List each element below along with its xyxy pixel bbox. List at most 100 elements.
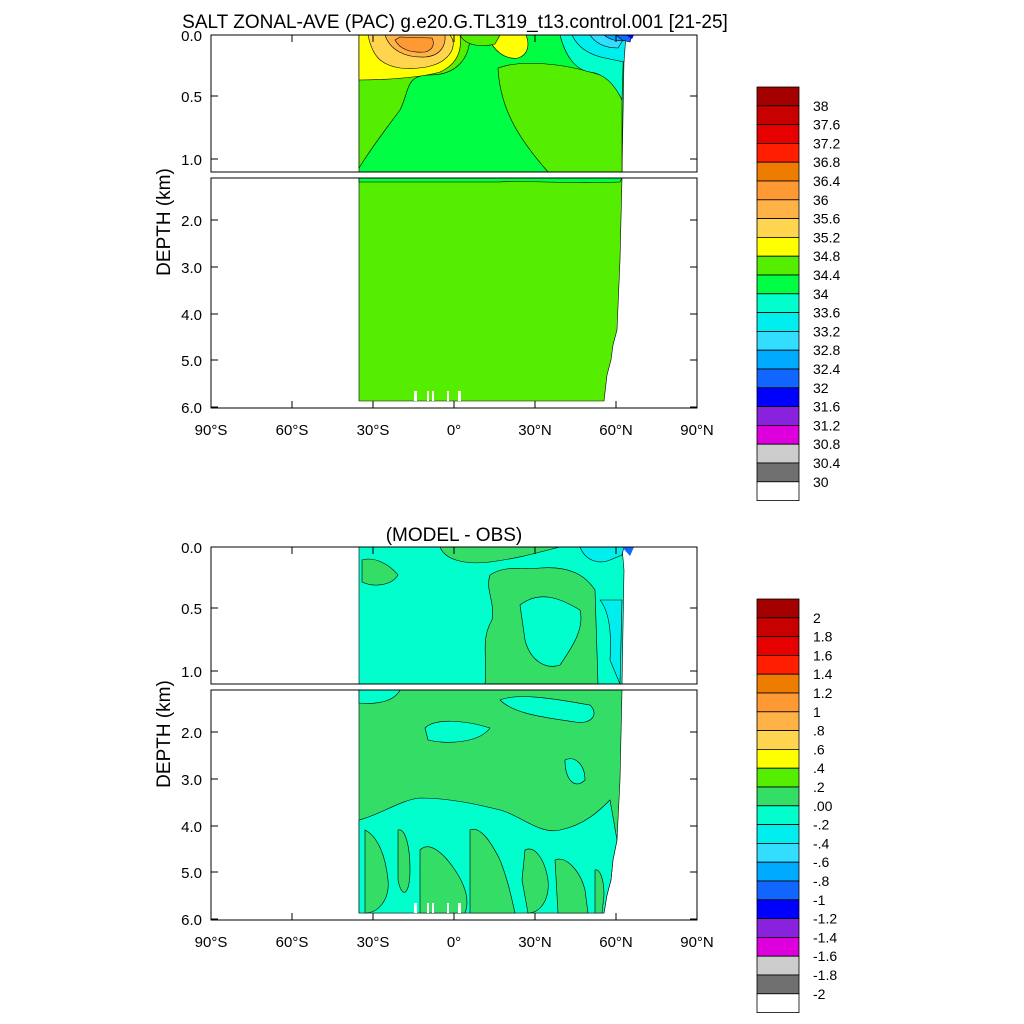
y-tick-label: 4.0 [181,307,202,324]
colorbar-swatch [756,598,800,619]
x-tick-label: 30°N [518,422,552,439]
colorbar-swatch [756,824,800,844]
colorbar-swatch [756,368,800,389]
x-tick-label: 30°S [357,934,390,951]
y-tick-label: 0.5 [181,601,202,618]
colorbar-swatch [756,462,800,483]
colorbar-swatch [756,655,800,675]
x-tick-label: 90°N [680,934,714,951]
colorbar-swatch [756,993,800,1013]
x-tick-label: 0° [447,934,461,951]
colorbar-level-label: .8 [813,723,825,739]
colorbar-swatch [756,786,800,807]
colorbar-level-label: 33.6 [813,305,840,321]
y-tick-label: 2.0 [181,213,202,230]
y-tick-label: 0.0 [181,28,202,45]
colorbar-level-label: -1.6 [813,948,837,964]
colorbar-level-label: 2 [813,610,821,626]
colorbar-level-label: 36.8 [813,154,840,170]
y-tick-label: 6.0 [181,912,202,929]
colorbar-level-label: -1.8 [813,967,837,983]
y-tick-label: 3.0 [181,260,202,277]
colorbar-level-label: -.8 [813,873,830,889]
colorbar-level-label: 34.8 [813,248,840,264]
colorbar-level-label: 1.2 [813,685,833,701]
x-tick-label: 60°N [599,934,633,951]
colorbar-swatch [756,692,800,713]
colorbar-level-label: .00 [813,798,833,814]
colorbar-swatch [756,481,800,501]
y-tick-label: 1.0 [181,664,202,681]
colorbar-level-label: -1 [813,892,826,908]
colorbar-swatch [756,142,800,163]
colorbar-level-label: 30 [813,474,829,490]
x-tick-label: 90°S [195,934,228,951]
difference-upper-field [358,547,634,684]
salinity-ylabel: DEPTH (km) [154,168,175,276]
colorbar-swatch [756,124,800,144]
difference-axis-ticks: 0.0 0.5 1.0 2.0 3.0 4.0 5.0 6.0 90°S 60°… [181,540,714,951]
difference-panel: (MODEL - OBS) DEPTH (km) [154,525,837,1013]
colorbar-level-label: 32.4 [813,361,840,377]
colorbar-swatch [756,955,800,976]
colorbar-level-label: .2 [813,779,825,795]
colorbar-swatch [756,918,800,938]
colorbar-swatch [756,880,800,901]
colorbar-level-label: 37.6 [813,117,840,133]
x-tick-label: 60°N [599,422,633,439]
y-tick-label: 0.5 [181,89,202,106]
colorbar-level-label: 38 [813,98,829,114]
colorbar-swatch [756,406,800,426]
colorbar-level-label: 34 [813,286,829,302]
salinity-title: SALT ZONAL-AVE (PAC) g.e20.G.TL319_t13.c… [182,12,728,33]
salinity-upper-field [358,35,634,172]
colorbar-swatch [756,673,800,694]
y-tick-label: 1.0 [181,152,202,169]
colorbar-level-label: 36 [813,192,829,208]
y-tick-label: 6.0 [181,400,202,417]
colorbar-swatch [756,274,800,295]
x-tick-label: 30°N [518,934,552,951]
colorbar-swatch [756,843,800,863]
colorbar-swatch [756,861,800,882]
salinity-axis-ticks: 0.0 0.5 1.0 2.0 3.0 4.0 5.0 6.0 90°S 60°… [181,28,714,439]
colorbar-swatch [756,312,800,332]
colorbar-swatch [756,105,800,126]
colorbar-swatch [756,711,800,731]
colorbar-swatch [756,617,800,637]
colorbar-swatch [756,767,800,788]
x-tick-label: 90°N [680,422,714,439]
colorbar-level-label: 35.6 [813,211,840,227]
x-tick-label: 0° [447,422,461,439]
colorbar-level-label: 1.6 [813,647,833,663]
colorbar-level-label: 1.8 [813,629,833,645]
colorbar-level-label: .4 [813,760,825,776]
colorbar-swatch [756,236,800,257]
colorbar-swatch [756,218,800,238]
colorbar-level-label: 37.2 [813,135,840,151]
colorbar-level-label: 1.4 [813,666,833,682]
colorbar-swatch [756,330,800,351]
difference-ylabel: DEPTH (km) [154,680,175,788]
colorbar-level-label: -.2 [813,817,830,833]
y-tick-label: 4.0 [181,819,202,836]
colorbar-swatch [756,937,800,957]
colorbar-level-label: 31.6 [813,399,840,415]
colorbar-level-label: 32.8 [813,342,840,358]
colorbar-level-label: 31.2 [813,417,840,433]
colorbar-level-label: 1 [813,704,821,720]
colorbar-swatch [756,86,800,107]
colorbar-swatch [756,293,800,313]
colorbar-swatch [756,749,800,769]
salinity-colorbar: 38 37.6 37.2 36.8 36.4 36 35.6 35.2 34.8 34.4 34 33… [756,86,840,501]
colorbar-swatch [756,199,800,220]
colorbar-swatch [756,424,800,445]
y-tick-label: 5.0 [181,353,202,370]
colorbar-swatch [756,180,800,201]
colorbar-level-label: 34.4 [813,267,840,283]
salinity-panel: SALT ZONAL-AVE (PAC) g.e20.G.TL319_t13.c… [154,12,840,501]
colorbar-level-label: 35.2 [813,229,840,245]
x-tick-label: 90°S [195,422,228,439]
difference-lower-field [358,690,623,914]
colorbar-swatch [756,636,800,656]
